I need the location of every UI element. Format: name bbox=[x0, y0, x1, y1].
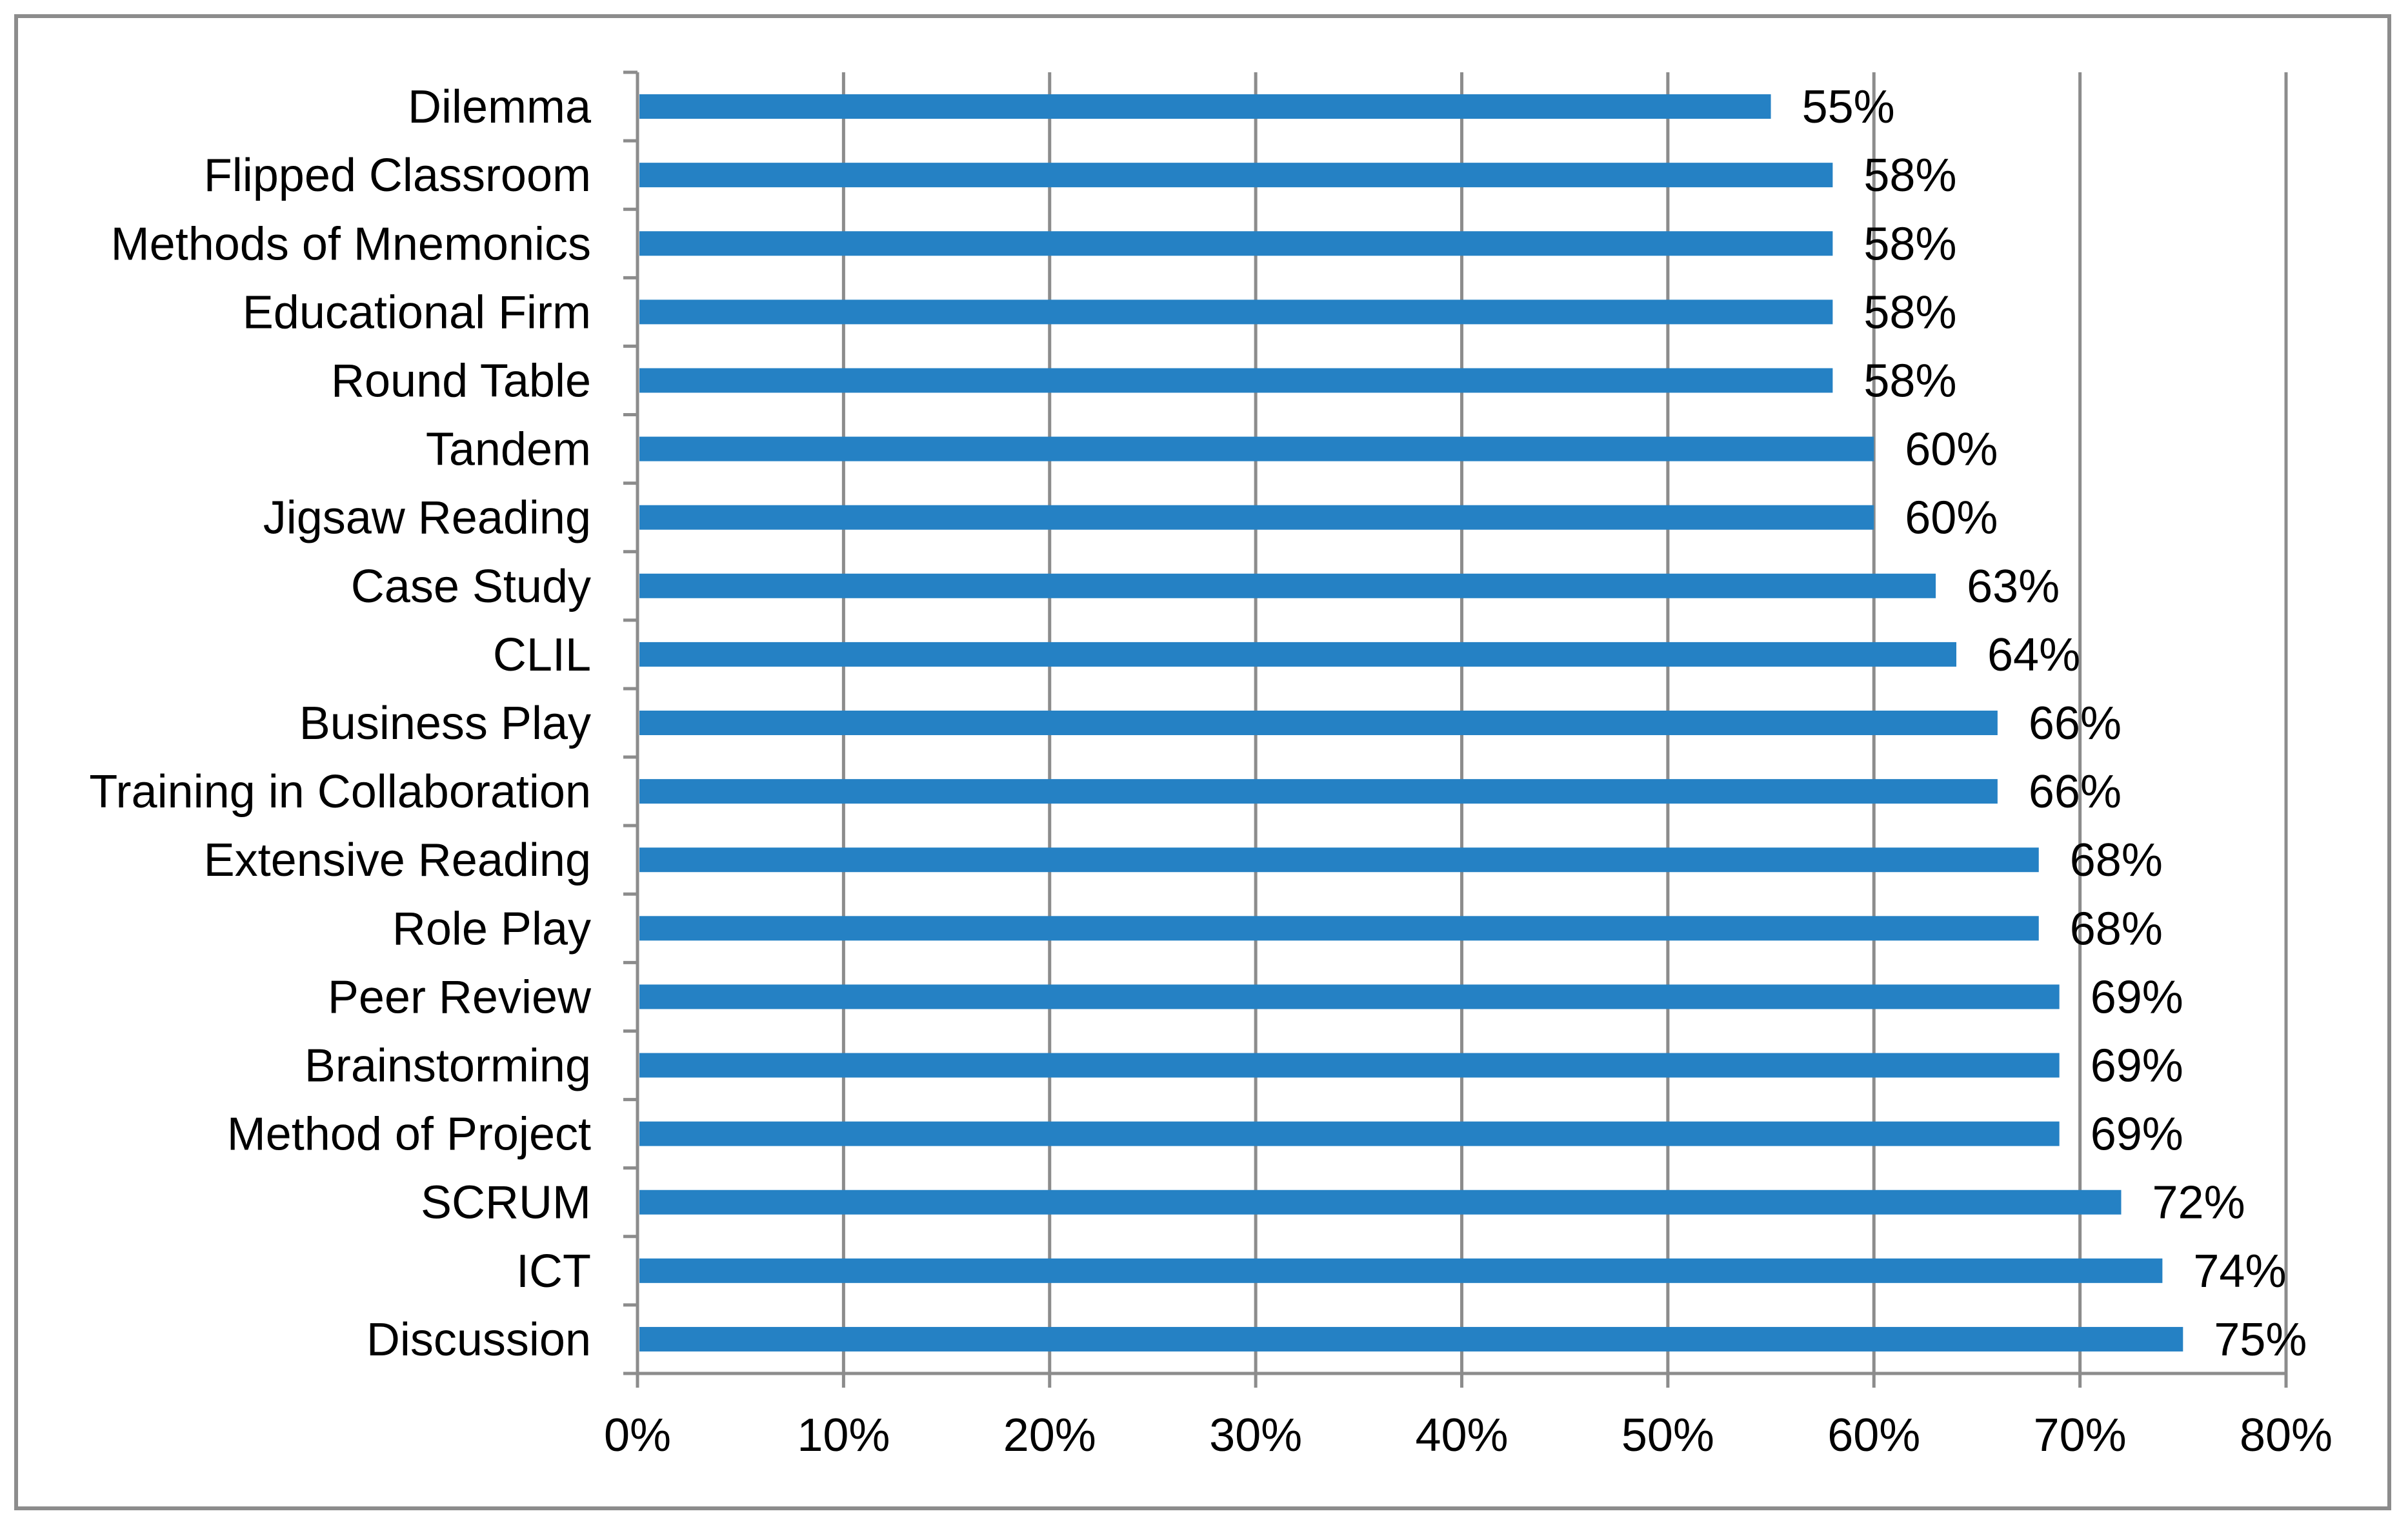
category-label: CLIL bbox=[493, 629, 591, 681]
category-label: ICT bbox=[516, 1246, 591, 1297]
x-tick-label: 0% bbox=[604, 1410, 671, 1461]
x-tick-label: 70% bbox=[2034, 1410, 2127, 1461]
value-label: 68% bbox=[2070, 903, 2163, 955]
category-label: SCRUM bbox=[421, 1177, 591, 1229]
bar bbox=[639, 1053, 2060, 1078]
bar bbox=[639, 1258, 2163, 1283]
category-label: Method of Project bbox=[227, 1109, 591, 1160]
x-tick-label: 40% bbox=[1415, 1410, 1508, 1461]
bar bbox=[639, 573, 1936, 598]
value-label: 60% bbox=[1905, 424, 1998, 476]
category-label: Peer Review bbox=[328, 971, 592, 1023]
value-label: 58% bbox=[1863, 150, 1956, 201]
value-label: 66% bbox=[2029, 698, 2122, 749]
category-label: Methods of Mnemonics bbox=[111, 218, 591, 270]
bar bbox=[639, 368, 1833, 393]
bar bbox=[639, 1121, 2060, 1146]
x-tick-label: 10% bbox=[797, 1410, 890, 1461]
bar bbox=[639, 642, 1956, 667]
category-label: Round Table bbox=[331, 355, 591, 407]
bar bbox=[639, 916, 2039, 941]
category-label: Jigsaw Reading bbox=[263, 492, 591, 544]
value-label: 60% bbox=[1905, 492, 1998, 544]
x-tick-label: 60% bbox=[1827, 1410, 1920, 1461]
bar bbox=[639, 299, 1833, 325]
bar bbox=[639, 1190, 2122, 1215]
bar bbox=[639, 711, 1998, 735]
value-label: 69% bbox=[2091, 1109, 2183, 1160]
value-label: 58% bbox=[1863, 355, 1956, 407]
category-label: Case Study bbox=[351, 561, 591, 613]
value-label: 58% bbox=[1863, 287, 1956, 338]
bar bbox=[639, 436, 1874, 461]
category-label: Educational Firm bbox=[243, 287, 591, 338]
category-label: Training in Collaboration bbox=[89, 766, 591, 818]
category-label: Business Play bbox=[299, 698, 591, 749]
bar bbox=[639, 779, 1998, 804]
value-label: 64% bbox=[1987, 629, 2080, 681]
category-label: Dilemma bbox=[408, 81, 592, 133]
x-tick-label: 50% bbox=[1621, 1410, 1714, 1461]
value-label: 58% bbox=[1863, 218, 1956, 270]
x-tick-label: 20% bbox=[1003, 1410, 1096, 1461]
category-label: Role Play bbox=[392, 903, 591, 955]
category-label: Discussion bbox=[366, 1314, 591, 1366]
value-label: 66% bbox=[2029, 766, 2122, 818]
bar bbox=[639, 984, 2060, 1009]
category-label: Brainstorming bbox=[305, 1040, 591, 1092]
value-label: 55% bbox=[1802, 81, 1895, 133]
x-tick-label: 80% bbox=[2240, 1410, 2333, 1461]
bar bbox=[639, 505, 1874, 530]
value-label: 63% bbox=[1967, 561, 2060, 613]
value-label: 75% bbox=[2214, 1314, 2307, 1366]
value-label: 69% bbox=[2091, 971, 2183, 1023]
bar bbox=[639, 231, 1833, 256]
bar bbox=[639, 94, 1771, 119]
category-label: Tandem bbox=[426, 424, 591, 476]
value-label: 69% bbox=[2091, 1040, 2183, 1092]
value-label: 72% bbox=[2152, 1177, 2245, 1229]
category-label: Flipped Classroom bbox=[204, 150, 591, 201]
bar bbox=[639, 163, 1833, 188]
bar bbox=[639, 847, 2039, 873]
value-label: 68% bbox=[2070, 835, 2163, 886]
x-tick-label: 30% bbox=[1209, 1410, 1302, 1461]
bar bbox=[639, 1326, 2183, 1352]
category-label: Extensive Reading bbox=[204, 835, 591, 886]
value-label: 74% bbox=[2193, 1246, 2286, 1297]
